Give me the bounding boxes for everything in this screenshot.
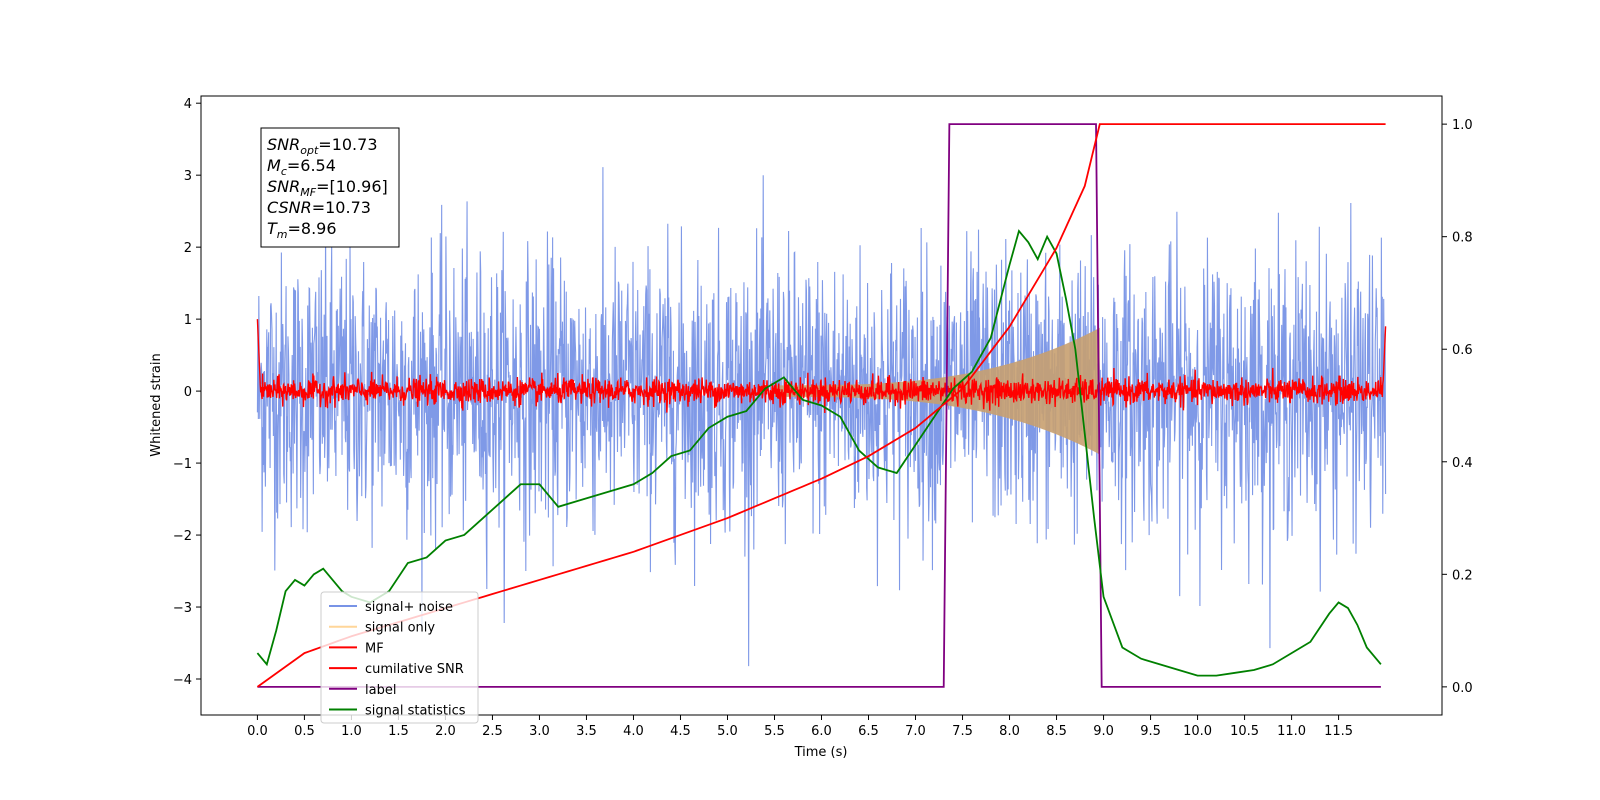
y-tick-label: 3 <box>184 169 192 184</box>
y2-tick-label: 0.2 <box>1452 568 1473 583</box>
y2-tick-label: 0.6 <box>1452 343 1473 358</box>
y-axis-ticks: 4 3 2 1 0 −1 −2 −3 −4 <box>173 97 201 688</box>
y-tick-label: −3 <box>173 601 192 616</box>
x-tick-label: 8.0 <box>999 724 1020 739</box>
x-tick-label: 6.0 <box>811 724 832 739</box>
y2-tick-label: 0.4 <box>1452 456 1473 471</box>
legend-label: signal only <box>365 621 435 636</box>
y-tick-label: −1 <box>173 457 192 472</box>
x-tick-label: 3.5 <box>576 724 597 739</box>
x-tick-label: 4.0 <box>623 724 644 739</box>
x-tick-label: 10.0 <box>1183 724 1212 739</box>
x-tick-label: 11.0 <box>1277 724 1306 739</box>
x-tick-label: 9.5 <box>1140 724 1161 739</box>
x-tick-label: 5.5 <box>764 724 785 739</box>
y2-tick-label: 0.8 <box>1452 231 1473 246</box>
x-tick-label: 10.5 <box>1230 724 1259 739</box>
x-tick-label: 2.5 <box>482 724 503 739</box>
y2-tick-label: 0.0 <box>1452 681 1473 696</box>
x-tick-label: 5.0 <box>717 724 738 739</box>
annotation-frame <box>260 127 400 248</box>
annotation-line: Tm=8.96 <box>267 219 337 241</box>
y-tick-label: −2 <box>173 529 192 544</box>
x-tick-label: 3.0 <box>529 724 550 739</box>
series-signal-statistics <box>256 229 1382 677</box>
x-tick-label: 6.5 <box>858 724 879 739</box>
x-axis-label: Time (s) <box>794 745 848 760</box>
x-tick-label: 2.0 <box>435 724 456 739</box>
y-tick-label: −4 <box>173 673 192 688</box>
y-tick-label: 4 <box>184 97 192 112</box>
legend-label: label <box>365 683 396 698</box>
x-tick-label: 1.0 <box>341 724 362 739</box>
y-tick-label: 1 <box>184 313 192 328</box>
legend-label: MF <box>365 641 384 656</box>
x-tick-label: 11.5 <box>1324 724 1353 739</box>
x-tick-label: 7.5 <box>952 724 973 739</box>
legend: signal+ noise signal only MF cumilative SNR… <box>320 591 479 724</box>
y-tick-label: 2 <box>184 241 192 256</box>
legend-label: signal statistics <box>365 704 466 719</box>
y2-axis-ticks: 1.0 0.8 0.6 0.4 0.2 0.0 <box>1442 118 1473 696</box>
x-tick-label: 0.5 <box>294 724 315 739</box>
legend-label: cumilative SNR <box>365 662 464 677</box>
y2-tick-label: 1.0 <box>1452 118 1473 133</box>
legend-label: signal+ noise <box>365 600 453 615</box>
annotation-line: SNRMF=[10.96] <box>267 177 388 199</box>
x-tick-label: 4.5 <box>670 724 691 739</box>
series-mf <box>256 319 1387 414</box>
y-axis-label: Whitened strain <box>149 353 164 456</box>
legend-frame <box>320 591 479 724</box>
annotation-line: CSNR=10.73 <box>267 198 371 217</box>
x-tick-label: 8.5 <box>1046 724 1067 739</box>
y-tick-label: 0 <box>184 385 192 400</box>
series-signal-noise <box>256 167 1387 667</box>
stats-annotation-box: SNRopt=10.73Mc=6.54SNRMF=[10.96]CSNR=10.… <box>260 127 400 248</box>
x-tick-label: 0.0 <box>247 724 268 739</box>
annotation-line: Mc=6.54 <box>267 156 336 178</box>
x-tick-label: 1.5 <box>388 724 409 739</box>
series-label <box>257 123 1381 688</box>
x-axis-ticks: 0.0 0.5 1.0 1.5 2.0 2.5 3.0 3.5 4.0 4.5 5.0 5.5 6.0 6… <box>247 715 1353 739</box>
annotation-line: SNRopt=10.73 <box>267 135 378 157</box>
x-tick-label: 9.0 <box>1093 724 1114 739</box>
x-tick-label: 7.0 <box>905 724 926 739</box>
